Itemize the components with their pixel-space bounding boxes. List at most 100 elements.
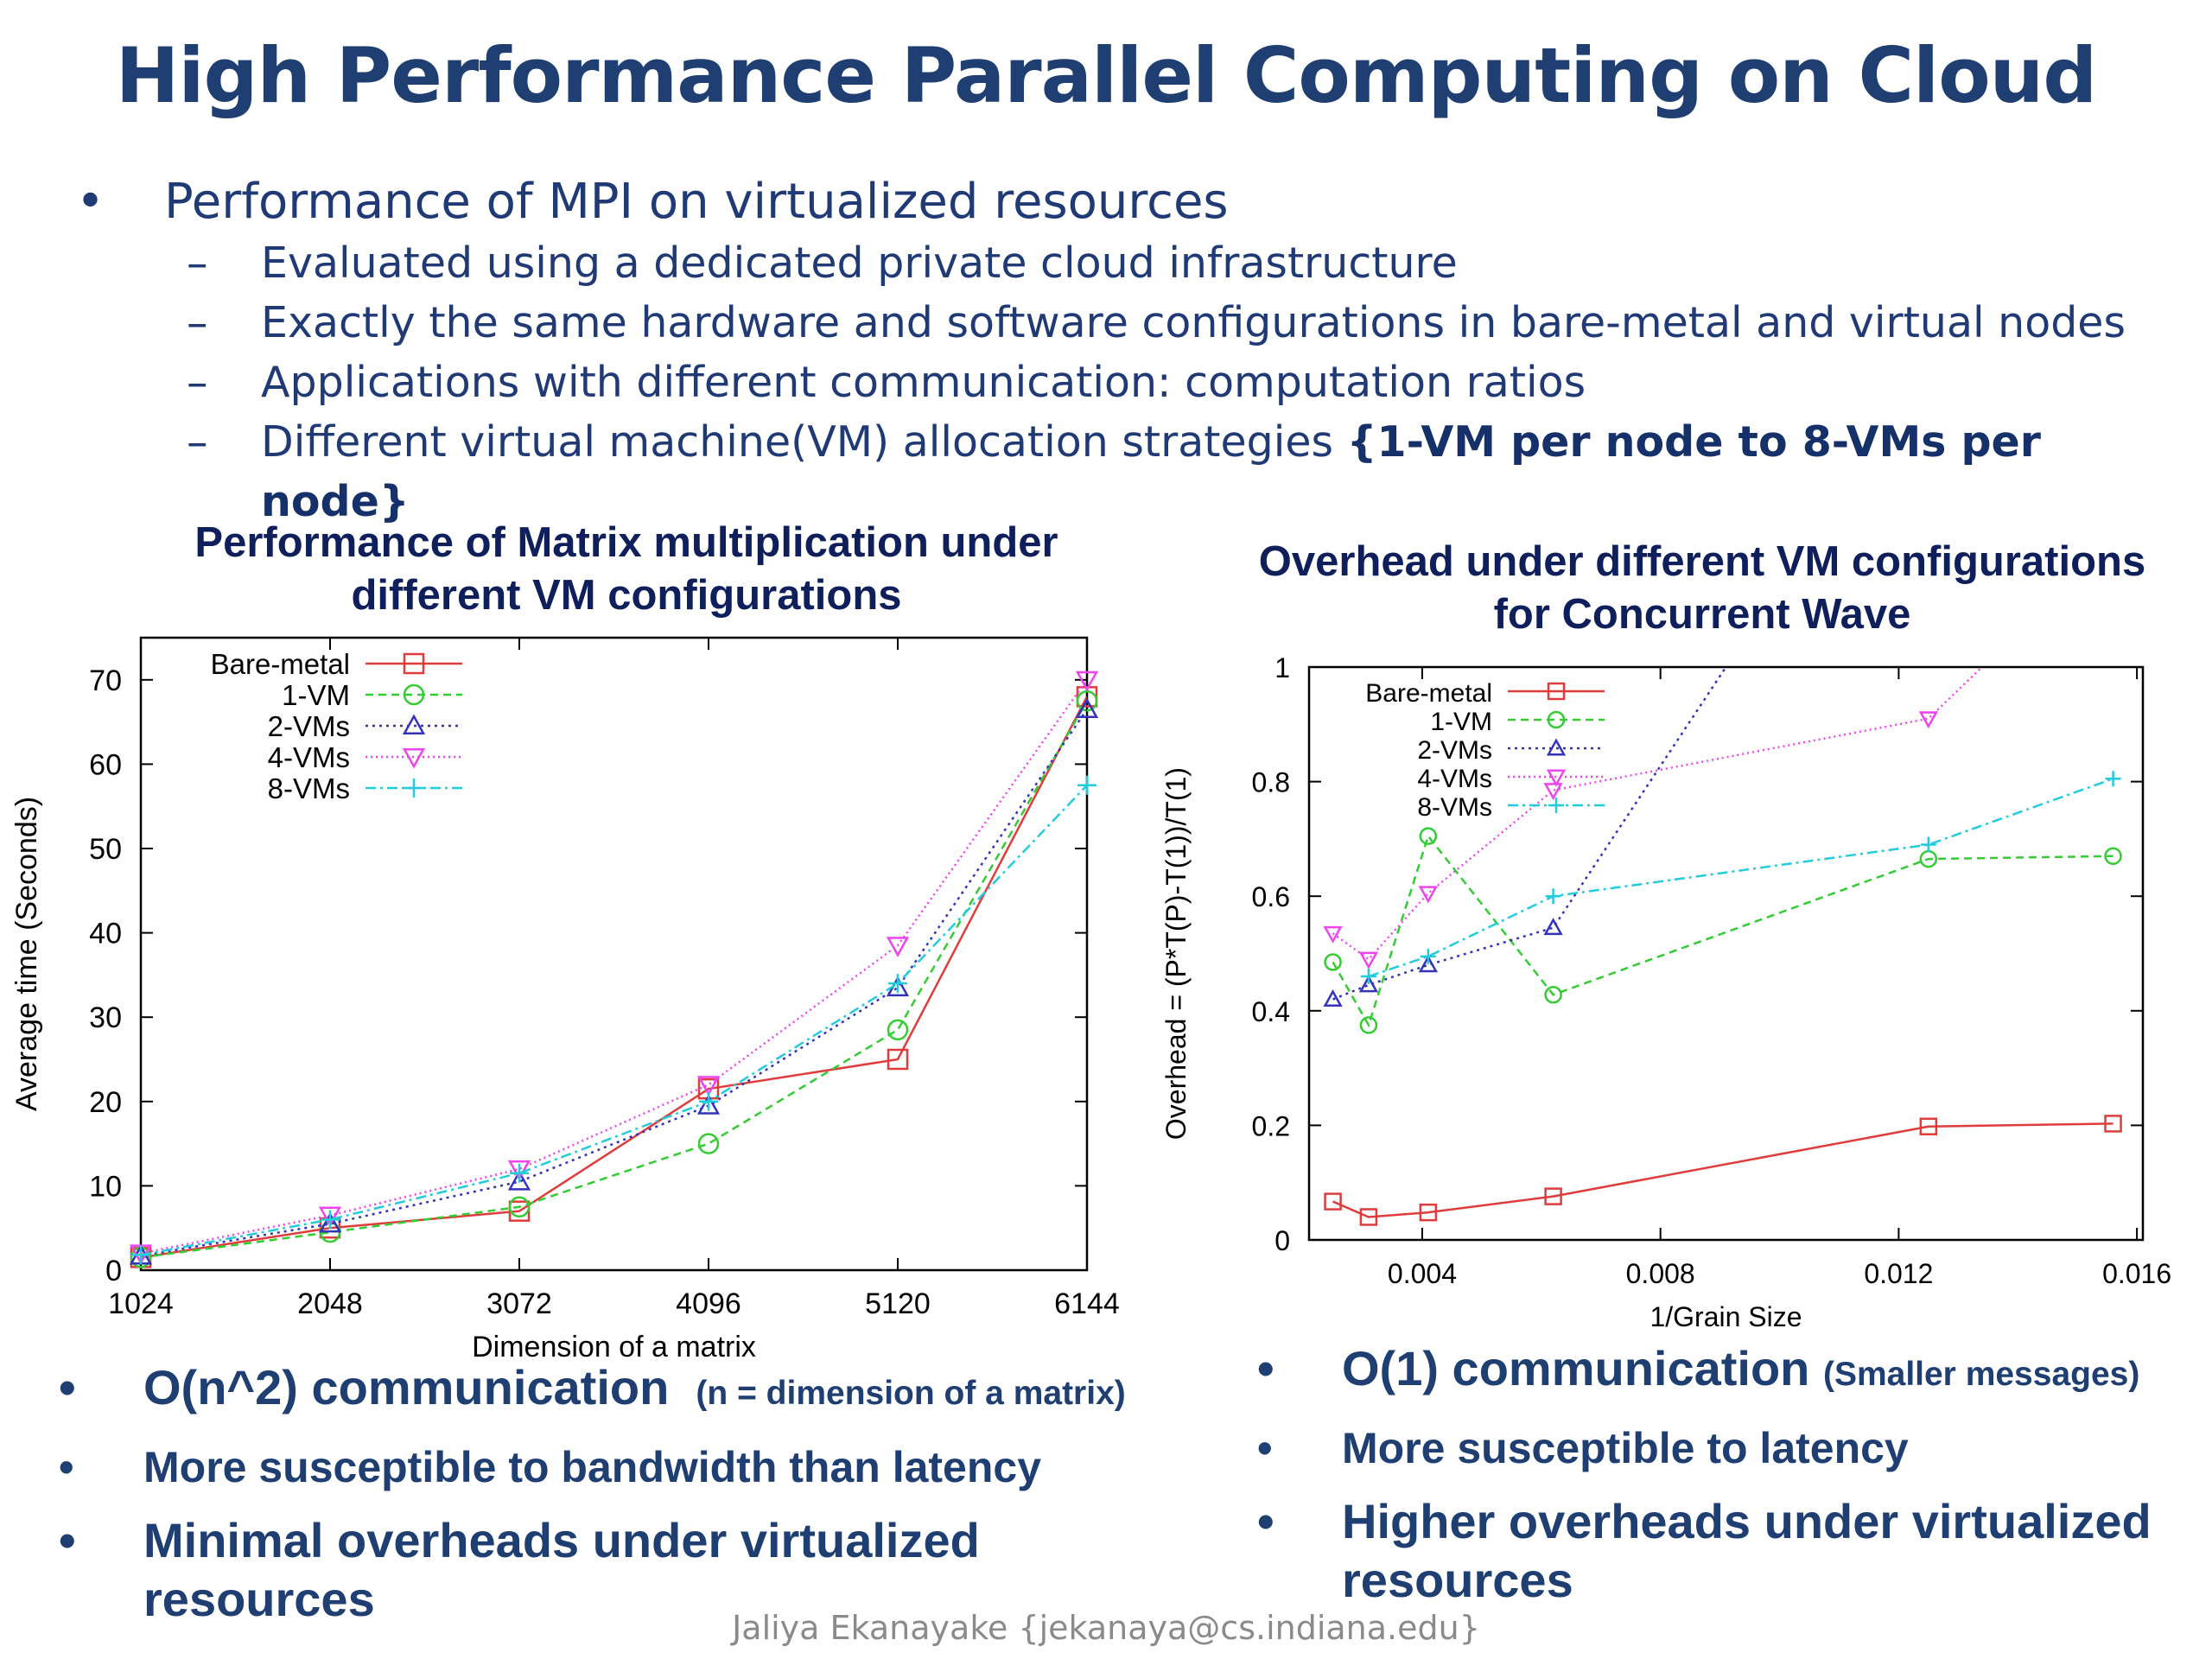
data-point-1-vm [1419, 827, 1438, 845]
y-tick-label: 0.6 [1252, 881, 1290, 912]
data-point-bare-metal [2104, 1115, 2122, 1133]
series-line-4-vms [141, 679, 1087, 1255]
data-point-8-vms [699, 1091, 718, 1111]
series-line-1-vm [1332, 833, 2113, 1028]
legend-marker-1-vm [1547, 710, 1566, 729]
data-point-4-vms [318, 1206, 342, 1228]
sub-bullet-dash: – [187, 358, 208, 407]
slide-title: High Performance Parallel Computing on C… [115, 31, 2098, 120]
right-points: • O(1) communication (Smaller messages) … [1257, 1339, 2199, 1625]
bullet-dot: • [1257, 1341, 1274, 1395]
data-point-8-vms [1920, 836, 1936, 853]
y-tick-label: 0 [1274, 1225, 1290, 1256]
y-tick-label: 30 [89, 1001, 122, 1034]
x-tick-label: 0.008 [1626, 1258, 1695, 1289]
data-point-2-vms [696, 1094, 721, 1115]
legend-label-1-vm: 1-VM [1430, 708, 1492, 736]
sub-bullet: – Different virtual machine(VM) allocati… [76, 412, 2167, 526]
sub-bullet-text: Exactly the same hardware and software c… [261, 298, 2126, 347]
x-tick-label: 6144 [1054, 1287, 1120, 1320]
sub-bullet: – Evaluated using a dedicated private cl… [76, 233, 2167, 293]
legend-label-8-vms: 8-VMs [268, 772, 350, 804]
series-line-bare-metal [141, 696, 1087, 1259]
footer-author: Jaliya Ekanayake {jekanaya@cs.indiana.ed… [732, 1609, 1480, 1647]
data-point-2-vms [1358, 975, 1379, 993]
data-point-2-vms [1543, 918, 1563, 936]
bullet-dot: • [59, 1513, 76, 1567]
y-tick-label: 50 [89, 833, 122, 866]
left-points: • O(n^2) communication (n = dimension of… [59, 1358, 1182, 1644]
left-point: • O(n^2) communication (n = dimension of… [59, 1358, 1182, 1423]
data-point-8-vms [2105, 771, 2121, 787]
data-point-8-vms [321, 1210, 340, 1230]
sub-bullet: – Applications with different communicat… [76, 353, 2167, 412]
x-tick-label: 1024 [108, 1287, 174, 1320]
data-point-4-vms [886, 937, 910, 957]
legend-marker-8-vms [404, 779, 423, 798]
left-point-text: More susceptible to bandwidth than laten… [143, 1443, 1042, 1491]
left-point-text: Minimal overheads under virtualized reso… [143, 1513, 980, 1626]
y-axis-label: Overhead = (P*T(P)-T(1))/T(1) [1160, 767, 1192, 1140]
right-point: • Higher overheads under virtualized res… [1257, 1492, 2199, 1610]
left-point-text: O(n^2) communication [143, 1360, 670, 1414]
data-point-4-vms [1358, 951, 1379, 969]
data-point-1-vm [1359, 1016, 1378, 1034]
right-point-note: (Smaller messages) [1822, 1356, 2140, 1393]
data-point-2-vms [318, 1211, 342, 1233]
data-point-2-vms [1323, 988, 1343, 1007]
x-tick-label: 4096 [676, 1287, 741, 1320]
legend-label-bare-metal: Bare-metal [1365, 679, 1492, 708]
y-tick-label: 70 [89, 664, 122, 697]
legend-label-1-vm: 1-VM [282, 679, 350, 711]
data-point-1-vm [697, 1133, 720, 1154]
right-point-text: More susceptible to latency [1342, 1424, 1909, 1472]
legend-label-8-vms: 8-VMs [1417, 793, 1492, 822]
y-tick-label: 40 [89, 918, 122, 950]
data-point-8-vms [131, 1245, 150, 1265]
data-point-4-vms [1075, 671, 1099, 692]
plot-frame [1307, 665, 2145, 1242]
left-point: • More susceptible to bandwidth than lat… [59, 1439, 1182, 1496]
legend-marker-bare-metal [403, 652, 425, 675]
x-tick-label: 2048 [297, 1287, 363, 1320]
data-point-8-vms [888, 974, 907, 994]
bullet-dot: • [59, 1443, 74, 1491]
series-line-bare-metal [1332, 1122, 2113, 1218]
right-point-text: Higher overheads under virtualized resou… [1342, 1494, 2152, 1607]
data-point-4-vms [1323, 925, 1343, 944]
x-tick-label: 5120 [865, 1287, 931, 1320]
left-point: • Minimal overheads under virtualized re… [59, 1511, 1094, 1629]
data-point-bare-metal [1919, 1117, 1938, 1135]
legend-label-2-vms: 2-VMs [268, 710, 350, 742]
bullet-dot: • [59, 1360, 76, 1414]
left-point-note: (n = dimension of a matrix) [696, 1375, 1126, 1412]
legend-marker-bare-metal [1547, 682, 1566, 701]
legend-label-4-vms: 4-VMs [1417, 765, 1492, 793]
data-point-2-vms [1418, 955, 1438, 973]
top-bullets: • Performance of MPI on virtualized reso… [76, 171, 2167, 526]
y-tick-label: 0 [105, 1255, 122, 1287]
plot-frame [139, 636, 1089, 1272]
x-axis-label: 1/Grain Size [1649, 1301, 1802, 1332]
data-point-1-vm [2104, 847, 2122, 866]
legend-marker-4-vms [402, 747, 426, 769]
chart2-title: Overhead under different VM configuratio… [1258, 538, 2146, 638]
sub-bullet-text: Evaluated using a dedicated private clou… [261, 238, 1458, 288]
sub-bullet-dash: – [187, 298, 208, 347]
data-point-4-vms [1543, 783, 1563, 801]
x-axis-label: Dimension of a matrix [472, 1331, 756, 1363]
x-tick-label: 0.012 [1864, 1258, 1933, 1289]
data-point-8-vms [510, 1163, 529, 1183]
series-line-2-vms [1332, 667, 1727, 1001]
series-line-8-vms [141, 784, 1087, 1256]
data-point-2-vms [507, 1169, 531, 1191]
data-point-2-vms [1075, 697, 1099, 719]
bullet-dot: • [76, 174, 105, 230]
data-point-8-vms [1545, 888, 1561, 905]
series-line-1-vm [141, 700, 1087, 1259]
legend-label-bare-metal: Bare-metal [211, 648, 350, 680]
chart1-title: Performance of Matrix multiplication und… [194, 519, 1058, 619]
y-tick-label: 0.4 [1252, 996, 1290, 1027]
